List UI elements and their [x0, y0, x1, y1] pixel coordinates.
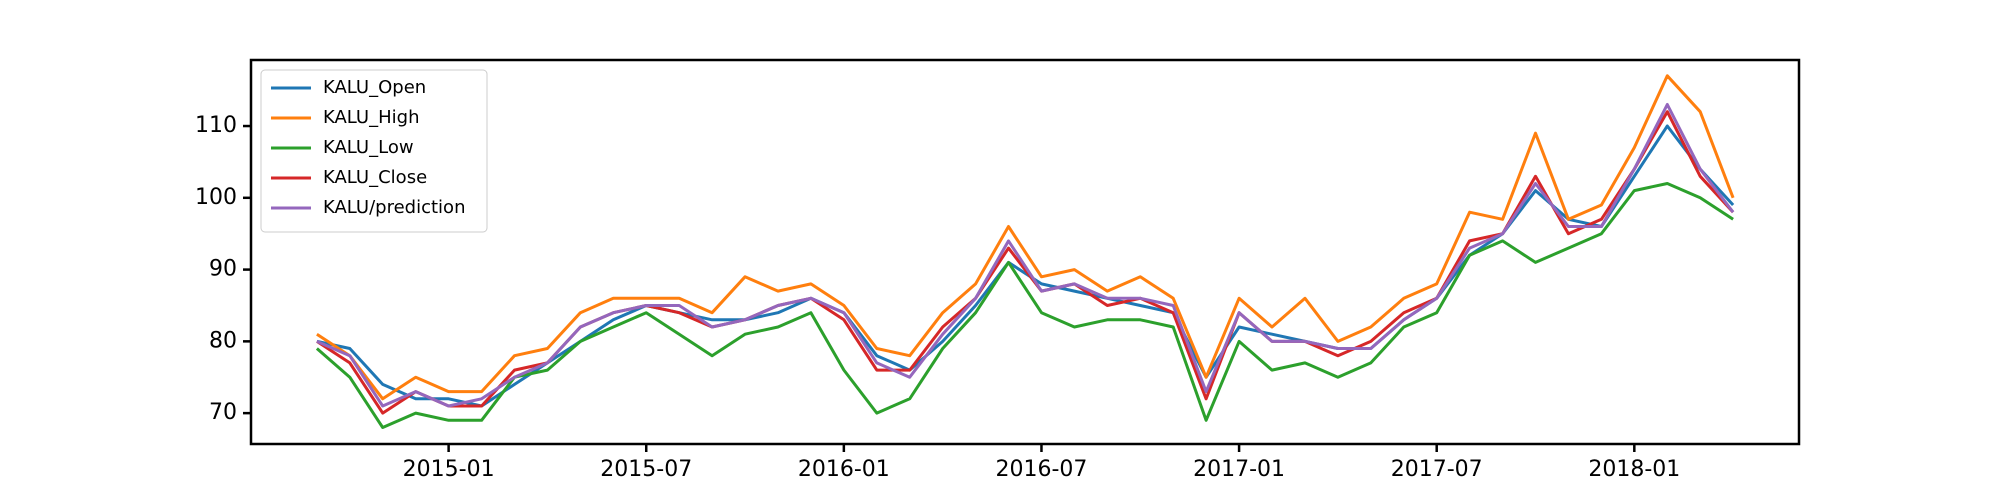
series-line: [316, 74, 1735, 401]
x-tick-label: 2017-01: [1193, 457, 1285, 482]
legend: KALU_Open KALU_High KALU_Low KALU_Close KALU…: [260, 69, 488, 233]
series-line: [316, 110, 1735, 415]
legend-label: KALU_Close: [323, 167, 427, 188]
x-tick-label: 2016-01: [798, 457, 890, 482]
y-tick-label: 110: [195, 113, 237, 138]
y-tick-label: 70: [209, 400, 237, 425]
legend-label: KALU_Low: [323, 137, 414, 158]
y-tick-label: 100: [195, 185, 237, 210]
series-line: [315, 182, 1734, 429]
x-tick-label: 2018-01: [1588, 457, 1680, 482]
y-tick-label: 90: [209, 257, 237, 282]
series-line: [316, 103, 1735, 408]
x-tick-label: 2016-07: [996, 457, 1088, 482]
plot-frame: [249, 58, 1801, 446]
x-tick-label: 2015-01: [403, 457, 495, 482]
x-tick-label: 2017-07: [1391, 457, 1483, 482]
y-tick-label: 80: [209, 328, 237, 353]
legend-label: KALU_Open: [323, 77, 426, 98]
legend-box: [260, 69, 488, 233]
legend-label: KALU/prediction: [323, 197, 465, 218]
x-tick-label: 2015-07: [600, 457, 692, 482]
legend-label: KALU_High: [323, 107, 419, 128]
